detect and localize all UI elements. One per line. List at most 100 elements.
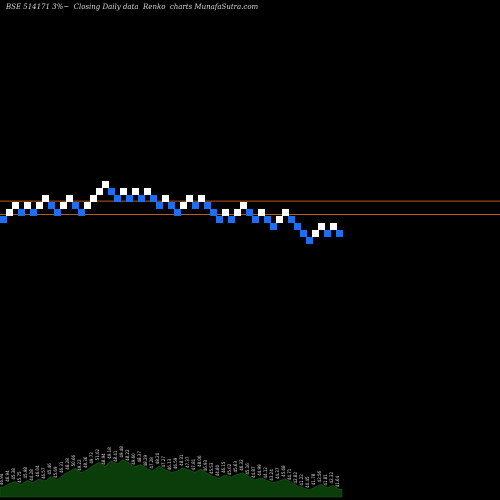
renko-brick-25 bbox=[144, 187, 151, 195]
volume-label-40: 45.63 bbox=[233, 461, 238, 473]
volume-label-44: 44.99 bbox=[257, 464, 262, 476]
volume-label-6: 44.28 bbox=[29, 469, 34, 481]
renko-brick-21 bbox=[120, 187, 127, 195]
renko-brick-27 bbox=[156, 201, 163, 209]
volume-label-27: 48.20 bbox=[155, 452, 160, 464]
volume-label-7: 46.04 bbox=[35, 465, 40, 477]
volume-labels: 46.94 46.94 45.38 45.75 45.98 44.28 46.04 46.57… bbox=[0, 446, 340, 488]
volume-label-36: 45.53 bbox=[209, 462, 214, 474]
renko-brick-56 bbox=[330, 222, 337, 230]
volume-label-41: 46.32 bbox=[239, 459, 244, 471]
renko-brick-14 bbox=[78, 208, 85, 216]
renko-brick-55 bbox=[324, 229, 331, 237]
volume-label-49: 44.71 bbox=[287, 468, 292, 480]
renko-brick-35 bbox=[204, 201, 211, 209]
volume-label-48: 45.68 bbox=[281, 465, 286, 477]
volume-label-53: 41.78 bbox=[311, 473, 316, 485]
renko-brick-7 bbox=[36, 201, 43, 209]
renko-brick-9 bbox=[48, 201, 55, 209]
volume-label-15: 48.36 bbox=[83, 456, 88, 468]
renko-brick-46 bbox=[270, 222, 277, 230]
renko-brick-2 bbox=[6, 208, 13, 216]
volume-label-54: 42.56 bbox=[317, 470, 322, 482]
renko-brick-12 bbox=[66, 195, 73, 203]
volume-label-46: 43.24 bbox=[269, 469, 274, 481]
volume-label-25: 48.29 bbox=[143, 454, 148, 466]
renko-brick-34 bbox=[198, 195, 205, 203]
renko-brick-48 bbox=[282, 208, 289, 216]
volume-label-32: 47.37 bbox=[185, 456, 190, 468]
volume-label-34: 48.06 bbox=[197, 455, 202, 467]
volume-label-50: 42.82 bbox=[293, 472, 298, 484]
renko-brick-13 bbox=[72, 201, 79, 209]
renko-brick-57 bbox=[336, 229, 343, 237]
volume-label-4: 45.75 bbox=[17, 471, 22, 483]
volume-label-14: 49.22 bbox=[77, 459, 82, 471]
renko-brick-15 bbox=[84, 201, 91, 209]
volume-label-8: 46.57 bbox=[41, 467, 46, 479]
renko-brick-44 bbox=[258, 208, 265, 216]
renko-brick-23 bbox=[132, 187, 139, 195]
renko-brick-26 bbox=[150, 195, 157, 203]
volume-label-20: 48.41 bbox=[113, 450, 118, 462]
volume-label-57: 41.64 bbox=[335, 475, 340, 487]
volume-label-3: 45.38 bbox=[11, 468, 16, 480]
renko-brick-51 bbox=[300, 229, 307, 237]
volume-label-28: 47.27 bbox=[161, 456, 166, 468]
volume-label-12: 48.28 bbox=[65, 458, 70, 470]
renko-brick-1 bbox=[0, 216, 7, 223]
volume-label-38: 46.15 bbox=[221, 461, 226, 473]
renko-brick-43 bbox=[252, 216, 259, 223]
volume-label-43: 44.87 bbox=[251, 466, 256, 478]
renko-brick-36 bbox=[210, 208, 217, 216]
volume-label-31: 48.31 bbox=[179, 454, 184, 466]
volume-label-18: 48.94 bbox=[101, 453, 106, 465]
renko-brick-17 bbox=[96, 187, 103, 195]
volume-label-26: 47.28 bbox=[149, 457, 154, 469]
volume-label-5: 45.98 bbox=[23, 467, 28, 479]
renko-brick-47 bbox=[276, 216, 283, 223]
renko-brick-54 bbox=[318, 222, 325, 230]
volume-label-39: 45.02 bbox=[227, 463, 232, 475]
renko-brick-28 bbox=[162, 195, 169, 203]
volume-label-11: 46.31 bbox=[59, 461, 64, 473]
renko-brick-6 bbox=[30, 208, 37, 216]
renko-brick-31 bbox=[180, 201, 187, 209]
volume-label-47: 44.37 bbox=[275, 467, 280, 479]
volume-label-24: 48.37 bbox=[137, 451, 142, 463]
volume-label-55: 41.81 bbox=[323, 474, 328, 486]
renko-brick-39 bbox=[228, 216, 235, 223]
renko-brick-18 bbox=[102, 181, 109, 189]
renko-brick-16 bbox=[90, 195, 97, 203]
volume-label-35: 46.93 bbox=[203, 459, 208, 471]
renko-brick-19 bbox=[108, 187, 115, 195]
renko-brick-53 bbox=[312, 229, 319, 237]
renko-brick-52 bbox=[306, 236, 313, 244]
renko-brick-50 bbox=[294, 222, 301, 230]
volume-label-2: 46.94 bbox=[5, 470, 10, 482]
renko-brick-8 bbox=[42, 195, 49, 203]
volume-label-45: 44.12 bbox=[263, 467, 268, 479]
volume-label-37: 44.80 bbox=[215, 464, 220, 476]
renko-brick-10 bbox=[54, 208, 61, 216]
renko-brick-3 bbox=[12, 201, 19, 209]
volume-label-1: 46.94 bbox=[0, 473, 4, 485]
renko-brick-42 bbox=[246, 208, 253, 216]
renko-brick-37 bbox=[216, 216, 223, 223]
volume-label-42: 45.16 bbox=[245, 463, 250, 475]
renko-brick-20 bbox=[114, 195, 121, 203]
volume-label-52: 40.45 bbox=[305, 476, 310, 488]
renko-bricks bbox=[0, 181, 343, 244]
volume-label-13: 50.66 bbox=[71, 454, 76, 466]
renko-brick-45 bbox=[264, 216, 271, 223]
volume-label-22: 48.22 bbox=[125, 449, 130, 461]
volume-label-23: 49.60 bbox=[131, 453, 136, 465]
volume-label-30: 46.59 bbox=[173, 457, 178, 469]
volume-label-33: 47.81 bbox=[191, 458, 196, 470]
renko-brick-11 bbox=[60, 201, 67, 209]
volume-label-10: 45.69 bbox=[53, 466, 58, 478]
volume-label-56: 42.32 bbox=[329, 472, 334, 484]
chart-title: BSE 514171 3%~ Closing Daily data Renko … bbox=[6, 3, 259, 11]
renko-brick-41 bbox=[240, 201, 247, 209]
